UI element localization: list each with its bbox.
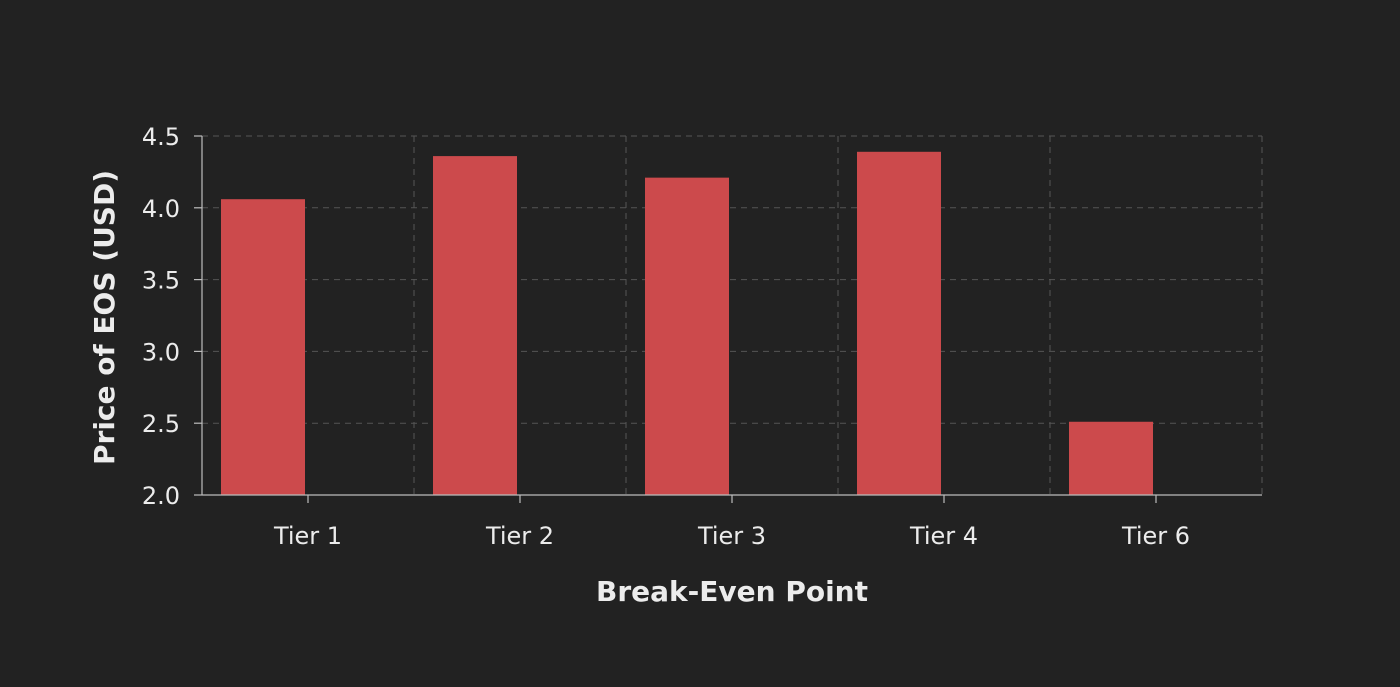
bar	[1069, 421, 1153, 495]
x-axis-title: Break-Even Point	[596, 575, 868, 608]
x-tick-label: Tier 6	[1121, 522, 1190, 550]
x-tick-label: Tier 4	[909, 522, 978, 550]
bars	[221, 151, 1153, 496]
y-axis-title: Price of EOS (USD)	[88, 170, 121, 465]
x-tick-label: Tier 2	[485, 522, 554, 550]
x-tick-label: Tier 3	[697, 522, 766, 550]
y-tick-label: 2.5	[142, 410, 180, 438]
y-tick-label: 4.0	[142, 195, 180, 223]
axes	[194, 135, 1262, 503]
x-tick-labels: Tier 1 Tier 2 Tier 3 Tier 4 Tier 6	[273, 522, 1190, 550]
x-tick-label: Tier 1	[273, 522, 342, 550]
y-tick-label: 3.0	[142, 338, 180, 366]
bar	[433, 156, 517, 495]
y-tick-labels: 2.0 2.5 3.0 3.5 4.0 4.5	[142, 123, 180, 510]
bar	[221, 199, 305, 495]
y-tick-label: 4.5	[142, 123, 180, 151]
bar	[857, 151, 941, 495]
y-tick-label: 2.0	[142, 482, 180, 510]
bar	[645, 177, 729, 496]
y-tick-label: 3.5	[142, 267, 180, 295]
